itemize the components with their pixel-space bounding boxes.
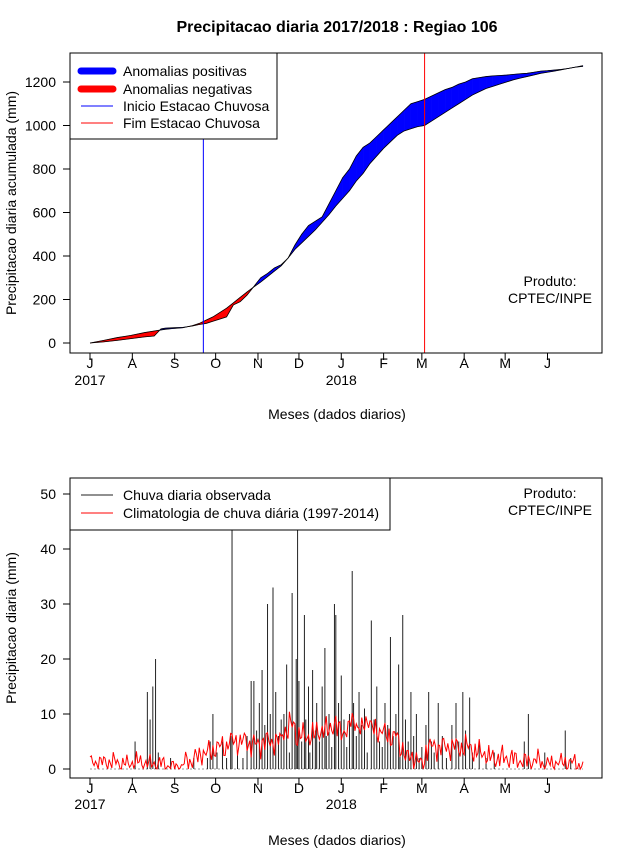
- legend-label-negative: Anomalias negativas: [123, 81, 252, 97]
- annotation-product: Produto:: [524, 273, 577, 289]
- positive-anomaly-area: [356, 146, 364, 182]
- plot-frame: [69, 52, 603, 354]
- positive-anomaly-area: [403, 103, 412, 132]
- y-tick-label: 600: [33, 205, 57, 221]
- x-tick-label: N: [253, 780, 263, 796]
- y-tick-label: 0: [48, 335, 56, 351]
- x-tick-label: J: [544, 355, 551, 371]
- accumulated-lines: [89, 65, 584, 344]
- x-tick-label: F: [379, 355, 388, 371]
- annotation-cptec: CPTEC/INPE: [508, 290, 592, 306]
- y-tick-label: 10: [40, 706, 56, 722]
- climatology-accumulated-line: [89, 65, 584, 344]
- legend-label-start: Inicio Estacao Chuvosa: [123, 98, 270, 114]
- y-tick-label: 40: [40, 541, 56, 557]
- y-tick-label: 50: [40, 486, 56, 502]
- x-axis-label: Meses (dados diarios): [268, 832, 406, 848]
- legend-box: [69, 52, 278, 140]
- x-tick-label: J: [338, 780, 345, 796]
- y-axis-label: Precipitacao diaria acumulada (mm): [3, 91, 19, 315]
- x-year-label: 2018: [326, 796, 357, 812]
- legend-label-end: Fim Estacao Chuvosa: [123, 115, 260, 131]
- y-tick-label: 800: [33, 161, 57, 177]
- x-axis-label: Meses (dados diarios): [268, 406, 406, 422]
- x-year-label: 2018: [326, 372, 357, 388]
- x-tick-label: J: [544, 780, 551, 796]
- x-tick-label: A: [128, 780, 138, 796]
- x-tick-label: N: [253, 355, 263, 371]
- x-year-label: 2017: [74, 796, 105, 812]
- x-tick-label: J: [87, 780, 94, 796]
- x-tick-label: S: [170, 780, 179, 796]
- y-axis-label: Precipitacao diaria (mm): [3, 552, 19, 704]
- x-tick-label: A: [460, 780, 470, 796]
- y-tick-label: 30: [40, 596, 56, 612]
- x-tick-label: D: [294, 780, 304, 796]
- y-tick-label: 400: [33, 248, 57, 264]
- positive-anomaly-area: [431, 92, 439, 122]
- x-tick-label: M: [499, 780, 511, 796]
- y-tick-label: 1000: [25, 118, 56, 134]
- positive-anomaly-area: [410, 101, 418, 130]
- y-axis: 0 10 20 30 40 50: [40, 486, 71, 777]
- positive-anomaly-area: [301, 224, 309, 244]
- legend: Chuva diaria observada Climatologia de c…: [69, 477, 391, 531]
- x-tick-label: F: [379, 780, 388, 796]
- legend-box: [69, 477, 391, 531]
- y-tick-label: 20: [40, 651, 56, 667]
- y-axis: 0 200 400 600 800 1000 1200: [25, 74, 71, 351]
- positive-anomaly-area: [328, 190, 337, 216]
- legend-label-observed: Chuva diaria observada: [123, 487, 271, 503]
- annotation-cptec: CPTEC/INPE: [508, 502, 592, 518]
- x-year-label: 2017: [74, 372, 105, 388]
- annotation-product: Produto:: [524, 485, 577, 501]
- x-tick-label: O: [210, 780, 221, 796]
- x-tick-label: S: [170, 355, 179, 371]
- y-tick-label: 200: [33, 292, 57, 308]
- observed-accumulated-line: [89, 65, 584, 344]
- positive-anomaly-area: [424, 95, 432, 126]
- chart-title: Precipitacao diaria 2017/2018 : Regiao 1…: [176, 19, 497, 36]
- x-tick-label: A: [460, 355, 470, 371]
- x-tick-label: O: [210, 355, 221, 371]
- x-tick-label: M: [416, 355, 428, 371]
- positive-anomaly-area: [417, 99, 425, 127]
- legend-label-climatology: Climatologia de chuva diária (1997-2014): [123, 505, 379, 521]
- observed-daily-bars: [134, 483, 572, 769]
- x-tick-label: A: [128, 355, 138, 371]
- x-tick-label: M: [416, 780, 428, 796]
- x-tick-label: J: [87, 355, 94, 371]
- x-tick-label: D: [294, 355, 304, 371]
- y-tick-label: 0: [48, 761, 56, 777]
- x-tick-label: M: [499, 355, 511, 371]
- positive-anomaly-area: [479, 76, 487, 93]
- x-tick-label: J: [338, 355, 345, 371]
- climatology-line: [89, 711, 584, 771]
- y-tick-label: 1200: [25, 74, 56, 90]
- legend: Anomalias positivas Anomalias negativas …: [69, 52, 278, 140]
- legend-label-positive: Anomalias positivas: [123, 63, 247, 79]
